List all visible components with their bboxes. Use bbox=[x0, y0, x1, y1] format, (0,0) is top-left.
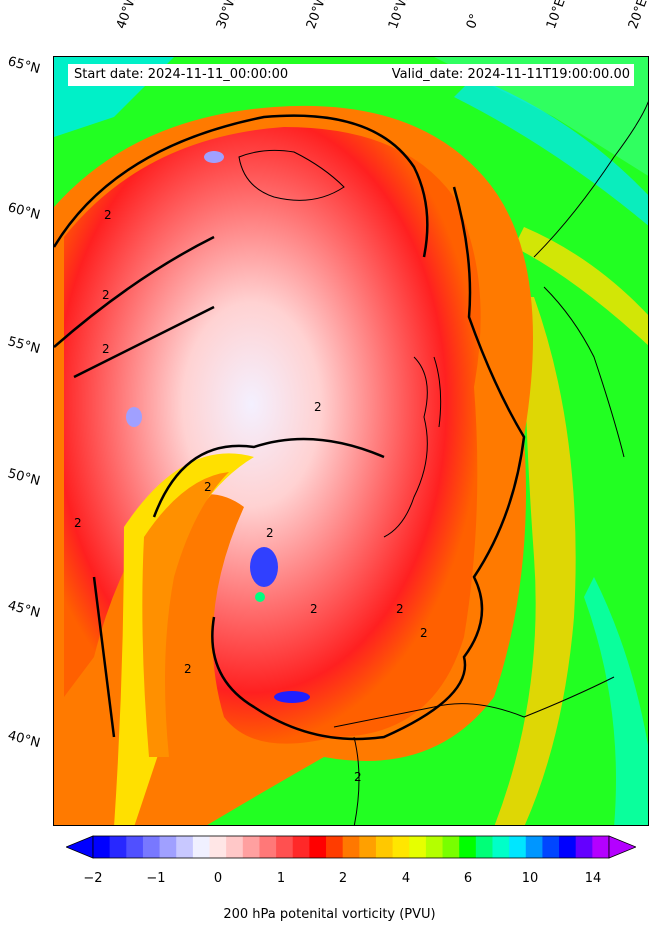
lon-label-10w: 10°W bbox=[385, 0, 413, 31]
lon-label-40w: 40°W bbox=[113, 0, 141, 31]
contour-label: 2 bbox=[420, 626, 428, 640]
colorbar-segment bbox=[392, 836, 410, 858]
colorbar-segment bbox=[93, 836, 111, 858]
colorbar-segment bbox=[309, 836, 327, 858]
colorbar-tick: 14 bbox=[584, 871, 602, 886]
colorbar-over-arrow bbox=[608, 835, 636, 859]
colorbar-tick: −1 bbox=[146, 871, 166, 886]
colorbar-tick: 0 bbox=[213, 871, 223, 886]
lat-label-40n: 40°N bbox=[6, 728, 42, 752]
colorbar-segment bbox=[492, 836, 510, 858]
valid-date-label: Valid_date: 2024-11-11T19:00:00.00 bbox=[391, 67, 630, 82]
contour-label: 2 bbox=[310, 602, 318, 616]
colorbar-tick: 1 bbox=[276, 871, 286, 886]
lat-label-45n: 45°N bbox=[6, 598, 42, 622]
colorbar-segment bbox=[592, 836, 610, 858]
start-date-label: Start date: 2024-11-11_00:00:00 bbox=[74, 67, 289, 82]
contour-label: 2 bbox=[354, 770, 362, 784]
colorbar-segment bbox=[559, 836, 577, 858]
colorbar-tick: 6 bbox=[463, 871, 473, 886]
contour-label: 2 bbox=[102, 288, 110, 302]
colorbar-segment bbox=[375, 836, 394, 858]
colorbar-segment bbox=[259, 836, 277, 858]
colorbar-segment bbox=[342, 836, 360, 858]
map-panel: 2 2 2 2 2 2 2 2 2 2 2 2 bbox=[53, 56, 649, 826]
colorbar-tick: 4 bbox=[401, 871, 411, 886]
contour-label: 2 bbox=[74, 516, 82, 530]
lon-label-0: 0° bbox=[463, 11, 484, 31]
colorbar-tick: 2 bbox=[338, 871, 348, 886]
colorbar-segment bbox=[142, 836, 161, 858]
date-info-box: Start date: 2024-11-11_00:00:00 Valid_da… bbox=[68, 64, 634, 86]
lat-label-65n: 65°N bbox=[6, 54, 42, 78]
colorbar-segment bbox=[242, 836, 260, 858]
pv-field: 2 2 2 2 2 2 2 2 2 2 2 2 bbox=[54, 57, 648, 825]
lon-label-20w: 20°W bbox=[303, 0, 331, 31]
lon-label-30w: 30°W bbox=[213, 0, 241, 31]
contour-label: 2 bbox=[102, 342, 110, 356]
colorbar-segment bbox=[226, 836, 244, 858]
colorbar-segment bbox=[159, 836, 177, 858]
contour-label: 2 bbox=[266, 526, 274, 540]
contour-label: 2 bbox=[314, 400, 322, 414]
colorbar-segment bbox=[126, 836, 144, 858]
contour-label: 2 bbox=[204, 480, 212, 494]
colorbar-segment bbox=[475, 836, 493, 858]
colorbar-segment bbox=[176, 836, 194, 858]
colorbar-segment bbox=[459, 836, 477, 858]
colorbar-segment bbox=[575, 836, 593, 858]
lat-label-60n: 60°N bbox=[6, 200, 42, 224]
colorbar-segment bbox=[276, 836, 294, 858]
colorbar-segment bbox=[525, 836, 543, 858]
colorbar-segment bbox=[409, 836, 427, 858]
colorbar-segment bbox=[292, 836, 310, 858]
colorbar-tick: −2 bbox=[83, 871, 103, 886]
colorbar-tick: 10 bbox=[521, 871, 539, 886]
colorbar-label: 200 hPa potenital vorticity (PVU) bbox=[223, 907, 436, 922]
colorbar bbox=[66, 835, 636, 859]
lat-label-50n: 50°N bbox=[6, 466, 42, 490]
contour-label: 2 bbox=[184, 662, 192, 676]
colorbar-segment bbox=[192, 836, 211, 858]
lat-label-55n: 55°N bbox=[6, 334, 42, 358]
colorbar-segment bbox=[209, 836, 227, 858]
lon-label-20e: 20°E bbox=[625, 0, 651, 32]
colorbar-segment bbox=[326, 836, 344, 858]
contour-label: 2 bbox=[104, 208, 112, 222]
lon-label-10e: 10°E bbox=[543, 0, 569, 32]
contour-labels: 2 2 2 2 2 2 2 2 2 2 2 2 bbox=[74, 208, 428, 784]
colorbar-segment bbox=[542, 836, 560, 858]
contour-label: 2 bbox=[396, 602, 404, 616]
colorbar-segment bbox=[359, 836, 377, 858]
colorbar-segment bbox=[109, 836, 127, 858]
colorbar-segment bbox=[509, 836, 527, 858]
colorbar-segment bbox=[442, 836, 460, 858]
colorbar-segment bbox=[425, 836, 444, 858]
colorbar-under-arrow bbox=[66, 835, 94, 859]
